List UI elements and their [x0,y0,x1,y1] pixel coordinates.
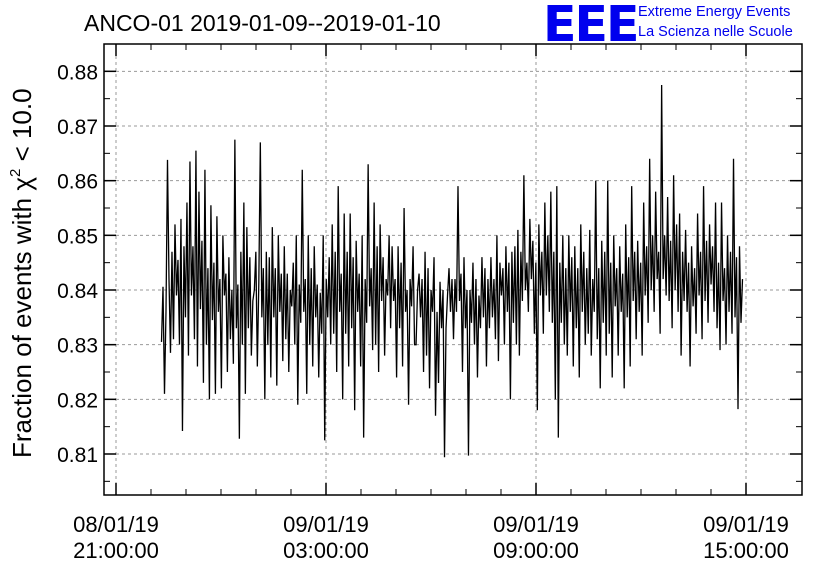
axes-group [103,43,803,496]
logo-caption-line2: La Scienza nelle Scuole [638,24,793,40]
chart-title: ANCO-01 2019-01-09--2019-01-10 [84,10,441,36]
y-tick-label: 0.82 [57,389,98,412]
y-axis-title-superscript: 2 [7,169,24,177]
y-tick-label: 0.86 [57,171,98,194]
series-line [160,84,744,458]
y-tick-label: 0.88 [57,61,98,84]
y-tick-label: 0.81 [57,444,98,467]
eee-logo: EEE [543,0,639,53]
grid-lines [104,44,802,495]
plot-frame [103,43,803,496]
y-tick-label: 0.83 [57,335,98,358]
y-tick-label: 0.85 [57,225,98,248]
x-tick-label-date: 09/01/19 [493,512,579,537]
x-tick-label-time: 15:00:00 [703,538,789,563]
y-axis-title: Fraction of events with χ2 < 10.0 [7,88,37,458]
x-tick-label-time: 21:00:00 [73,538,159,563]
x-tick-label-time: 03:00:00 [283,538,369,563]
logo-caption-line1: Extreme Energy Events [638,4,791,20]
x-tick-label-time: 09:00:00 [493,538,579,563]
x-tick-label-date: 08/01/19 [73,512,159,537]
x-tick-label-date: 09/01/19 [703,512,789,537]
x-tick-label-date: 09/01/19 [283,512,369,537]
tick-labels-group: 0.81 0.82 0.83 0.84 0.85 0.86 0.87 0.88 08/01/19… [57,61,789,563]
y-tick-label: 0.84 [57,280,98,303]
y-tick-label: 0.87 [57,116,98,139]
y-axis-title-prefix: Fraction of events with [7,191,37,458]
series-group [160,84,744,458]
y-axis-title-chi: χ [7,177,37,191]
y-axis-title-suffix: < 10.0 [7,88,37,168]
